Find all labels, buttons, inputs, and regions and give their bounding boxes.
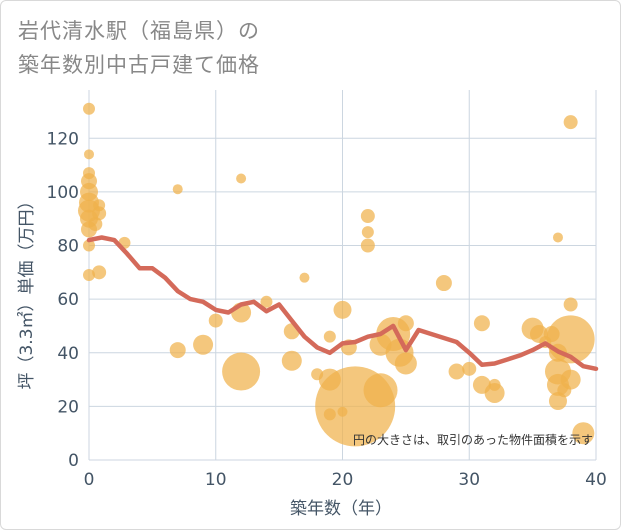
bubble-point [281,350,302,371]
bubble-point [557,383,572,398]
bubble-size-note: 円の大きさは、取引のあった物件面積を示す [353,432,593,447]
chart-title-line2: 築年数別中古戸建て価格 [18,53,260,77]
bubble-point [92,265,107,280]
average-price-line [86,235,599,372]
y-tick-label: 120 [47,129,79,149]
bubble-point [462,361,477,376]
bubble-point [172,184,183,195]
y-tick-label: 40 [57,344,79,364]
x-tick-label: 30 [458,470,480,490]
bubble-point [369,333,392,356]
bubble-layer [78,102,595,447]
bubble-point [318,368,341,391]
y-tick-label: 80 [57,237,79,257]
bubble-point [361,226,374,239]
bubble-point [236,173,247,184]
bubble-point [193,334,214,355]
bubble-point [360,209,375,224]
bubble-point [88,217,103,232]
bubble-point [363,373,398,408]
bubble-point [337,406,348,417]
bubble-point [299,272,310,283]
x-axis-title: 築年数（年） [290,499,392,519]
bubble-point [397,315,414,332]
bubble-point [311,368,324,381]
y-tick-label: 20 [57,397,79,417]
y-tick-label: 0 [68,451,79,471]
bubble-point [83,239,95,252]
trend-line-layer [86,235,599,372]
bubble-point [260,295,273,308]
bubble-point [333,300,352,319]
bubble-point [394,352,417,375]
bubble-point [83,102,95,115]
bubble-point [563,297,578,312]
bubble-point [84,149,94,160]
y-axis-title: 坪（3.3㎡）単価（万円） [17,192,37,389]
bubble-point [169,342,186,359]
x-tick-label: 40 [585,470,607,490]
y-tick-label: 60 [57,290,79,310]
bubble-point [435,275,452,292]
x-tick-label: 10 [205,470,227,490]
bubble-point [208,313,223,328]
y-tick-label: 100 [47,183,79,203]
bubble-point [563,115,578,130]
bubble-point [572,422,595,445]
chart-title-line1: 岩代清水駅（福島県）の [18,19,260,43]
bubble-point [83,269,95,281]
bubble-point [472,375,491,394]
bubble-point [488,378,501,391]
bubble-point [473,315,490,332]
bubble-point [323,408,336,421]
x-tick-label: 0 [84,470,95,490]
bubble-point [448,363,465,380]
bubble-point [222,352,261,391]
bubble-point [323,330,336,343]
chart-title: 岩代清水駅（福島県）の 築年数別中古戸建て価格 [18,14,260,82]
bubble-point [360,238,375,253]
bubble-point [83,167,95,180]
x-tick-label: 20 [332,470,354,490]
bubble-point [552,232,563,243]
bubble-point [93,199,106,212]
tick-labels: 0 20 40 60 80 100 120 0 10 20 30 40 [47,129,607,490]
